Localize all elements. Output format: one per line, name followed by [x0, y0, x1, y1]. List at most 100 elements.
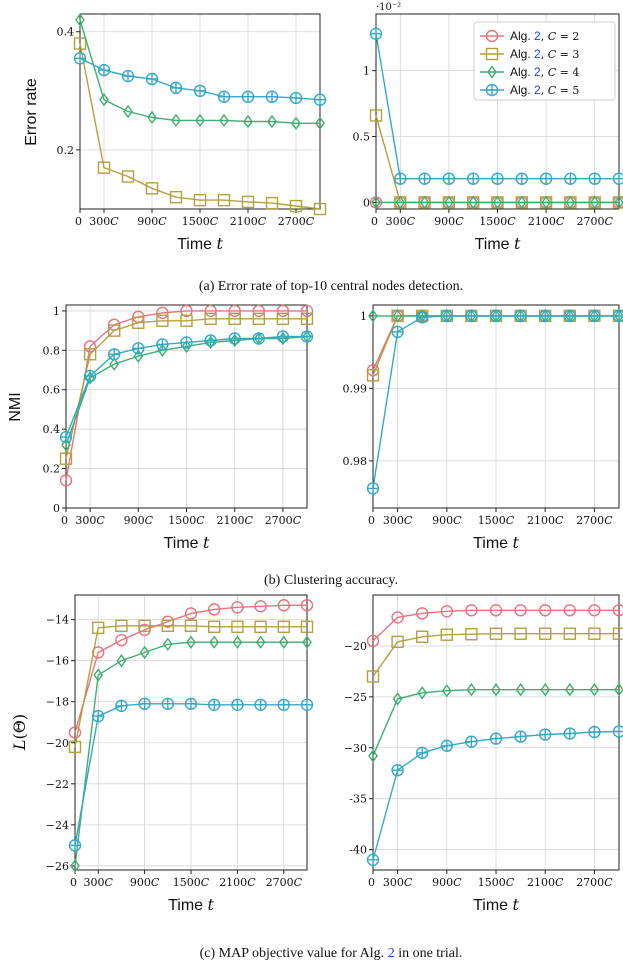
series-group — [366, 309, 623, 495]
caption-c-ref-link[interactable]: 2 — [388, 946, 395, 961]
data-point-C2 — [300, 304, 314, 318]
caption-c-suffix: in one trial. — [395, 946, 463, 961]
data-point-C3 — [313, 202, 327, 216]
series-line-C3 — [372, 633, 619, 677]
subplot-a-left: 0.2 0.4 0 300C 900C 1500C 2100C 2700C Time t Erro… — [23, 13, 327, 253]
data-point-C5 — [612, 725, 623, 738]
data-point-C3 — [132, 316, 145, 329]
data-point-C3 — [231, 620, 244, 634]
data-point-C5 — [313, 93, 327, 106]
data-point-C4 — [219, 113, 229, 128]
data-point-C4 — [139, 645, 150, 660]
data-point-C5 — [91, 709, 105, 723]
xtick-label: 1500C — [478, 876, 515, 889]
ytick-label: 0.4 — [43, 423, 61, 436]
data-point-C3 — [366, 369, 380, 382]
xtick-label: 2700C — [266, 876, 303, 889]
ytick-label: −20 — [344, 640, 367, 653]
data-point-C3 — [193, 193, 207, 207]
ytick-label: 0.4 — [57, 26, 75, 39]
ytick-label: −18 — [46, 696, 69, 709]
legend-marker-C5 — [485, 83, 499, 97]
data-point-C4 — [61, 438, 71, 452]
data-point-C3 — [91, 621, 105, 635]
xtick-label: 300C — [75, 514, 105, 527]
data-point-C2 — [612, 604, 623, 617]
data-point-C4 — [565, 195, 576, 210]
x-axis-label: Time t — [475, 234, 521, 253]
data-point-C5 — [300, 698, 314, 711]
xtick-label: 900C — [124, 514, 154, 527]
legend-label-C4: Alg. 2, C = 4 — [510, 65, 579, 79]
data-point-C5 — [514, 730, 527, 743]
xtick-label: 2700C — [576, 514, 613, 527]
data-point-C4 — [181, 339, 192, 354]
data-point-C4 — [614, 683, 623, 697]
data-point-C4 — [417, 686, 428, 700]
data-point-C5 — [465, 735, 478, 748]
data-point-C5 — [369, 27, 383, 40]
data-point-C3 — [391, 635, 404, 649]
data-point-C3 — [145, 182, 159, 195]
ytick-label: 1 — [53, 305, 60, 318]
data-point-C5 — [563, 727, 576, 740]
data-point-C2 — [277, 599, 290, 612]
data-point-C5 — [107, 348, 121, 361]
series-group — [366, 604, 623, 867]
data-point-C5 — [539, 172, 553, 185]
y-axis-label: NMI — [7, 392, 24, 421]
xtick-label: 2100C — [230, 215, 267, 228]
ytick-label: -35 — [349, 793, 367, 806]
data-point-C3 — [416, 630, 429, 643]
data-point-C5 — [231, 698, 244, 711]
series-line-C2 — [65, 310, 307, 481]
subplot-c-left: −26 −24 −22 −20 −18 −16 −14 0 300C 900C 1500C 2100C… — [10, 594, 314, 914]
data-point-C4 — [315, 116, 325, 131]
legend: Alg. 2, C = 2 Alg. 2, C = 3 Alg. 2, C = 4 A… — [473, 21, 616, 101]
data-point-C2 — [252, 304, 265, 318]
data-point-C3 — [107, 324, 121, 337]
data-point-C4 — [468, 195, 479, 210]
data-point-C4 — [515, 683, 526, 697]
data-point-C5 — [563, 309, 576, 323]
data-point-C4 — [186, 635, 196, 649]
data-point-C4 — [540, 683, 551, 697]
data-point-C3 — [612, 627, 623, 640]
data-point-C2 — [184, 607, 198, 620]
data-point-C3 — [277, 620, 290, 634]
data-point-C3 — [68, 740, 82, 754]
data-point-C5 — [514, 309, 527, 323]
data-point-C2 — [231, 601, 244, 614]
data-point-C2 — [254, 600, 267, 613]
data-point-C5 — [467, 172, 480, 185]
data-point-C5 — [68, 839, 82, 852]
data-point-C3 — [588, 627, 601, 640]
data-point-C5 — [145, 72, 159, 86]
data-point-C3 — [539, 627, 552, 640]
ytick-label: 0.8 — [43, 344, 61, 357]
data-point-C4 — [466, 683, 477, 697]
data-point-C2 — [588, 604, 601, 617]
xtick-label: 300C — [89, 215, 119, 228]
data-point-C2 — [228, 304, 241, 318]
xtick-label: 1500C — [478, 514, 515, 527]
series-line-C2 — [74, 604, 307, 733]
subplot-b-left: 0 0.2 0.4 0.6 0.8 1 0 300C 900C 1500C 2100C 2700C Ti… — [7, 304, 314, 552]
data-point-C5 — [59, 430, 73, 444]
data-point-C2 — [207, 603, 221, 616]
x-axis-label: Time t — [177, 234, 223, 253]
ytick-label: −25 — [344, 691, 367, 704]
data-point-C4 — [368, 309, 378, 323]
ytick-label: 0.99 — [343, 382, 368, 395]
data-point-C5 — [391, 763, 404, 777]
data-point-C4 — [70, 859, 80, 873]
series-line-C3 — [79, 43, 321, 210]
data-point-C5 — [169, 81, 183, 95]
data-point-C4 — [395, 195, 406, 210]
series-line-C2 — [372, 609, 619, 642]
xtick-label: 1500C — [479, 215, 516, 228]
data-point-C5 — [204, 334, 217, 347]
series-group — [68, 599, 314, 873]
data-point-C3 — [465, 628, 478, 641]
data-point-C4 — [589, 195, 600, 210]
